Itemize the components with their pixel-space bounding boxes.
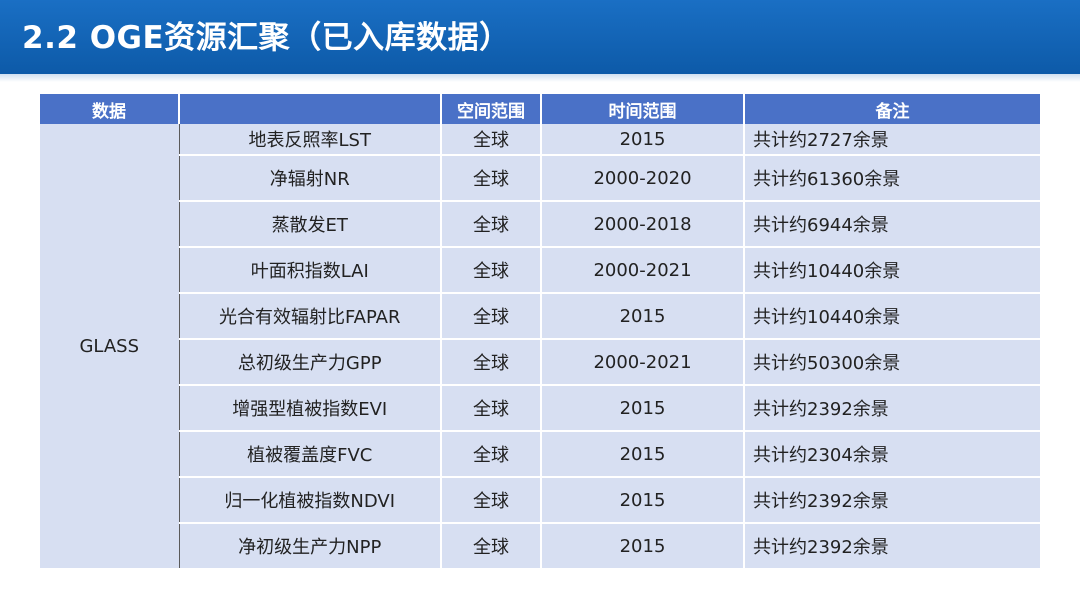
cell-space: 全球 [441, 155, 542, 202]
header-data: 数据 [40, 94, 180, 124]
cell-name: 总初级生产力GPP [179, 339, 442, 386]
cell-name: 光合有效辐射比FAPAR [179, 293, 442, 340]
cell-note: 共计约61360余景 [744, 155, 1040, 202]
cell-note: 共计约2727余景 [744, 124, 1040, 156]
cell-time: 2015 [541, 124, 745, 156]
table-row: 叶面积指数LAI 全球 2000-2021 共计约10440余景 [40, 247, 1040, 294]
table-row: 蒸散发ET 全球 2000-2018 共计约6944余景 [40, 201, 1040, 248]
cell-note: 共计约50300余景 [744, 339, 1040, 386]
table-row: 净辐射NR 全球 2000-2020 共计约61360余景 [40, 155, 1040, 202]
title-bar: 2.2 OGE资源汇聚（已入库数据） [0, 0, 1080, 82]
cell-space: 全球 [441, 523, 542, 570]
cell-time: 2015 [541, 431, 745, 478]
cell-name: 蒸散发ET [179, 201, 442, 248]
group-cell: GLASS [40, 124, 180, 570]
cell-name: 归一化植被指数NDVI [179, 477, 442, 524]
cell-time: 2015 [541, 477, 745, 524]
page-title: 2.2 OGE资源汇聚（已入库数据） [22, 20, 511, 56]
table-header-row: 数据 空间范围 时间范围 备注 [40, 94, 1040, 124]
cell-note: 共计约2392余景 [744, 523, 1040, 570]
cell-name: 植被覆盖度FVC [179, 431, 442, 478]
table-row: 净初级生产力NPP 全球 2015 共计约2392余景 [40, 523, 1040, 570]
cell-note: 共计约2392余景 [744, 477, 1040, 524]
cell-time: 2015 [541, 523, 745, 570]
table-row: 增强型植被指数EVI 全球 2015 共计约2392余景 [40, 385, 1040, 432]
header-space: 空间范围 [441, 94, 542, 124]
table-row: 光合有效辐射比FAPAR 全球 2015 共计约10440余景 [40, 293, 1040, 340]
cell-space: 全球 [441, 385, 542, 432]
cell-time: 2000-2018 [541, 201, 745, 248]
cell-space: 全球 [441, 247, 542, 294]
header-note: 备注 [744, 94, 1040, 124]
cell-time: 2015 [541, 293, 745, 340]
title-underline [0, 74, 1080, 82]
cell-space: 全球 [441, 339, 542, 386]
cell-name: 地表反照率LST [179, 124, 442, 156]
header-time: 时间范围 [541, 94, 745, 124]
cell-time: 2000-2021 [541, 247, 745, 294]
cell-name: 净初级生产力NPP [179, 523, 442, 570]
cell-time: 2015 [541, 385, 745, 432]
cell-time: 2000-2020 [541, 155, 745, 202]
cell-name: 增强型植被指数EVI [179, 385, 442, 432]
header-name [179, 94, 442, 124]
cell-note: 共计约6944余景 [744, 201, 1040, 248]
table-row: GLASS 地表反照率LST 全球 2015 共计约2727余景 [40, 124, 1040, 570]
cell-space: 全球 [441, 293, 542, 340]
cell-note: 共计约2392余景 [744, 385, 1040, 432]
cell-note: 共计约2304余景 [744, 431, 1040, 478]
table-row: 总初级生产力GPP 全球 2000-2021 共计约50300余景 [40, 339, 1040, 386]
cell-space: 全球 [441, 431, 542, 478]
data-table: 数据 空间范围 时间范围 备注 GLASS 地表反照率LST 全球 2015 共计约27… [40, 94, 1040, 570]
cell-space: 全球 [441, 124, 542, 156]
cell-name: 净辐射NR [179, 155, 442, 202]
cell-time: 2000-2021 [541, 339, 745, 386]
table-row: 归一化植被指数NDVI 全球 2015 共计约2392余景 [40, 477, 1040, 524]
cell-name: 叶面积指数LAI [179, 247, 442, 294]
cell-space: 全球 [441, 201, 542, 248]
cell-note: 共计约10440余景 [744, 247, 1040, 294]
cell-note: 共计约10440余景 [744, 293, 1040, 340]
table-body: GLASS 地表反照率LST 全球 2015 共计约2727余景 净辐射NR 全球 2000-… [40, 124, 1040, 570]
table-row: 植被覆盖度FVC 全球 2015 共计约2304余景 [40, 431, 1040, 478]
cell-space: 全球 [441, 477, 542, 524]
